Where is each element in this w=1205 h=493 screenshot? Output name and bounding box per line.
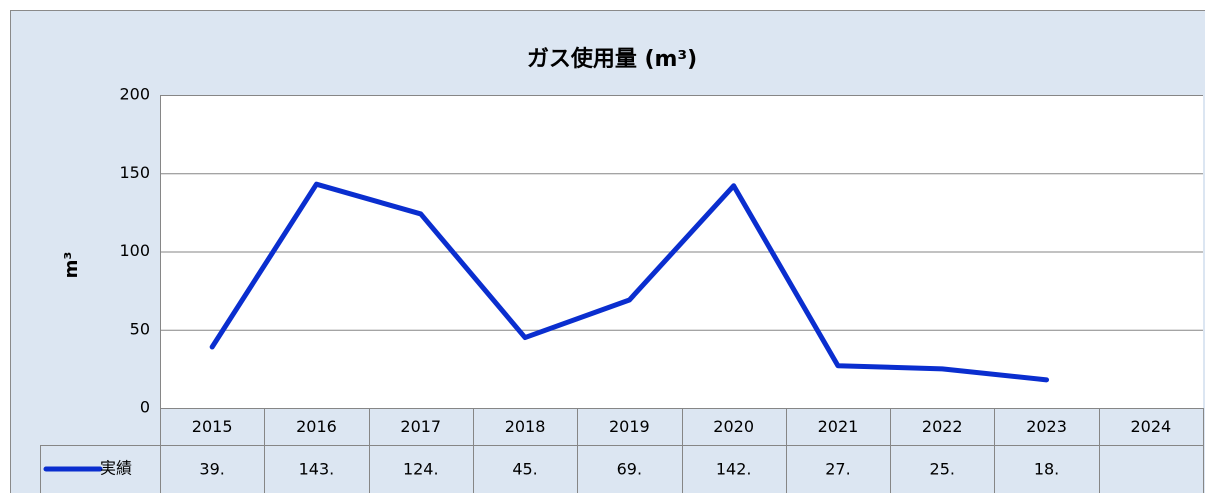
x-tick-label: 2018 [505,417,546,436]
table-value: 69. [617,460,642,479]
table-value: 143. [299,460,335,479]
x-tick-label: 2023 [1026,417,1067,436]
x-tick-label: 2024 [1130,417,1171,436]
x-tick-label: 2021 [818,417,859,436]
table-value: 39. [199,460,224,479]
y-tick-label: 200 [119,85,150,104]
y-tick-label: 150 [119,163,150,182]
y-axis-label: m³ [61,252,82,279]
table-value: 45. [512,460,537,479]
x-tick-label: 2019 [609,417,650,436]
table-value: 124. [403,460,439,479]
table-value: 142. [716,460,752,479]
x-tick-label: 2017 [400,417,441,436]
table-value: 18. [1034,460,1059,479]
series-line [209,181,1050,383]
y-tick-label: 100 [119,241,150,260]
y-tick-label: 50 [130,319,150,338]
x-tick-label: 2022 [922,417,963,436]
x-tick-label: 2015 [192,417,233,436]
x-tick-label: 2016 [296,417,337,436]
legend-label: 実績 [100,459,132,478]
x-tick-label: 2020 [713,417,754,436]
y-tick-label: 0 [140,398,150,417]
table-value: 27. [825,460,850,479]
chart-title: ガス使用量 (m³) [527,47,697,72]
table-value: 25. [930,460,955,479]
